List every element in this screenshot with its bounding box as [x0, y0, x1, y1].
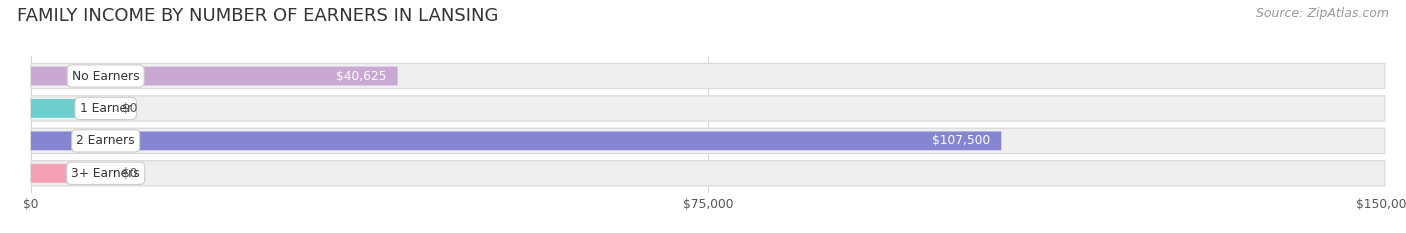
FancyBboxPatch shape [31, 164, 105, 183]
FancyBboxPatch shape [31, 99, 105, 118]
Text: FAMILY INCOME BY NUMBER OF EARNERS IN LANSING: FAMILY INCOME BY NUMBER OF EARNERS IN LA… [17, 7, 498, 25]
FancyBboxPatch shape [31, 161, 1385, 186]
FancyBboxPatch shape [31, 131, 1001, 150]
Text: 2 Earners: 2 Earners [76, 134, 135, 147]
Text: $107,500: $107,500 [932, 134, 990, 147]
Text: No Earners: No Earners [72, 69, 139, 82]
Text: Source: ZipAtlas.com: Source: ZipAtlas.com [1256, 7, 1389, 20]
FancyBboxPatch shape [31, 67, 398, 86]
FancyBboxPatch shape [31, 63, 1385, 89]
Text: $40,625: $40,625 [336, 69, 387, 82]
FancyBboxPatch shape [31, 128, 1385, 154]
FancyBboxPatch shape [31, 96, 1385, 121]
Text: $0: $0 [122, 102, 138, 115]
Text: $0: $0 [122, 167, 138, 180]
Text: 3+ Earners: 3+ Earners [72, 167, 141, 180]
Text: 1 Earner: 1 Earner [80, 102, 132, 115]
